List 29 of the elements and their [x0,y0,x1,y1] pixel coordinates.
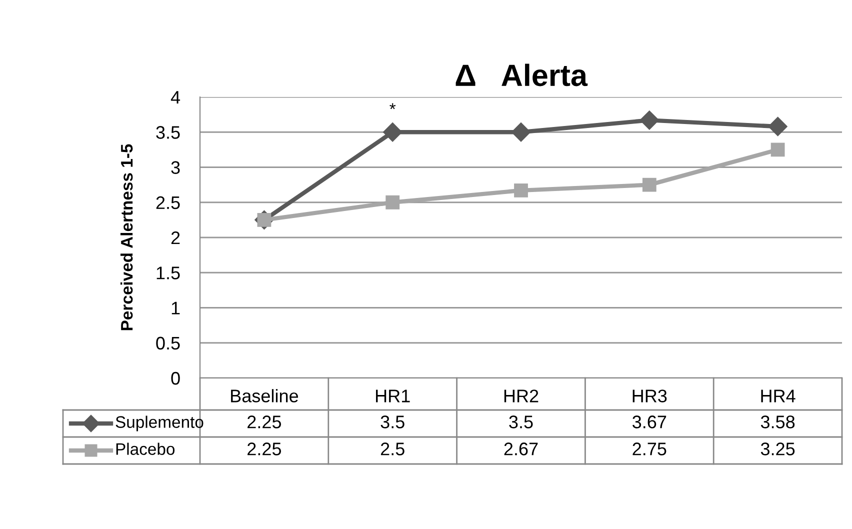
annotation: * [390,103,396,110]
y-tick-label: 3.5 [156,126,180,139]
data-label: 3.5 [380,416,404,428]
y-tick-label: 2.5 [156,196,180,210]
data-label: 2.75 [632,442,666,456]
data-label: 2.25 [248,442,282,456]
y-tick-label: 2 [171,231,180,244]
data-label: 3.58 [760,416,795,428]
y-tick-label: 1.5 [156,266,180,280]
x-tick-label: HR4 [761,390,796,402]
x-tick-label: Baseline [231,389,298,402]
data-label: 2.5 [380,442,404,456]
chart-title: Δ Alerta [456,64,588,86]
data-label: 2.25 [248,416,282,428]
y-axis-title: Perceived Alertness 1-5 [120,144,133,330]
y-tick-label: 1 [172,302,180,314]
data-label: 3.5 [509,416,533,428]
data-label: 2.67 [504,442,538,456]
x-tick-label: HR1 [376,390,410,402]
data-label: 3.67 [632,416,666,428]
y-tick-label: 0 [171,372,180,385]
x-tick-label: HR3 [632,390,667,402]
legend-label: Placebo [116,442,175,455]
y-tick-label: 3 [171,161,180,174]
y-tick-label: 4 [170,91,180,104]
x-tick-label: HR2 [504,390,538,402]
legend-label: Suplemento [116,416,204,432]
data-label: 3.25 [760,442,795,456]
y-tick-label: 0.5 [156,336,180,350]
